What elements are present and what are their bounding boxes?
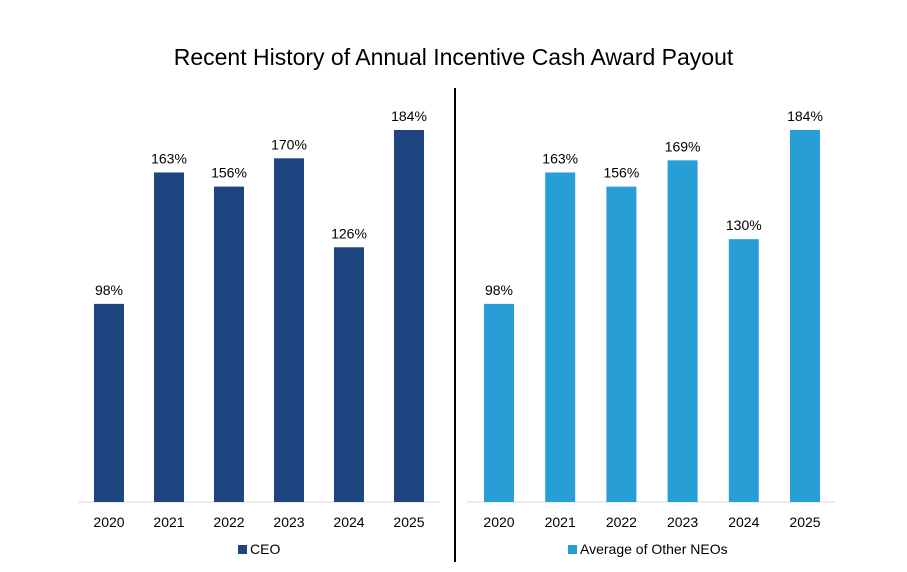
bar-2024 <box>334 247 364 502</box>
data-label: 184% <box>391 108 427 124</box>
bar-2020 <box>94 303 124 502</box>
x-tick-label: 2021 <box>153 514 184 530</box>
x-tick-label: 2022 <box>606 514 637 530</box>
x-tick-label: 2021 <box>545 514 576 530</box>
legend-label: Average of Other NEOs <box>580 541 728 557</box>
bar-2020 <box>484 303 514 502</box>
legend-label: CEO <box>250 541 281 557</box>
data-label: 163% <box>542 150 578 166</box>
data-label: 163% <box>151 150 187 166</box>
data-label: 170% <box>271 136 307 152</box>
legend-swatch <box>238 544 247 554</box>
data-label: 126% <box>331 225 367 241</box>
data-label: 98% <box>485 282 513 298</box>
x-tick-label: 2020 <box>483 514 514 530</box>
data-label: 156% <box>211 165 247 181</box>
bar-2025 <box>394 130 424 502</box>
x-tick-label: 2022 <box>213 514 244 530</box>
bar-2023 <box>667 160 698 502</box>
x-tick-label: 2023 <box>273 514 304 530</box>
legend-ceo: CEO <box>238 541 280 557</box>
x-tick-label: 2025 <box>789 514 820 530</box>
x-tick-label: 2024 <box>333 514 364 530</box>
bar-2023 <box>274 158 304 502</box>
x-tick-label: 2024 <box>728 514 759 530</box>
bar-2022 <box>214 186 244 502</box>
chart-title: Recent History of Annual Incentive Cash … <box>173 44 734 70</box>
bar-2025 <box>790 130 820 502</box>
data-label: 169% <box>665 138 701 154</box>
data-label: 156% <box>603 165 639 181</box>
data-label: 184% <box>787 108 823 124</box>
bar-2024 <box>728 239 759 502</box>
legend-neos: Average of Other NEOs <box>568 541 728 557</box>
bar-2021 <box>545 172 576 502</box>
x-tick-label: 2020 <box>93 514 124 530</box>
bar-2021 <box>154 172 184 502</box>
legend-swatch <box>568 544 577 554</box>
x-tick-label: 2023 <box>667 514 698 530</box>
data-label: 130% <box>726 217 762 233</box>
bar-2022 <box>606 186 637 502</box>
x-tick-label: 2025 <box>393 514 424 530</box>
data-label: 98% <box>95 282 123 298</box>
